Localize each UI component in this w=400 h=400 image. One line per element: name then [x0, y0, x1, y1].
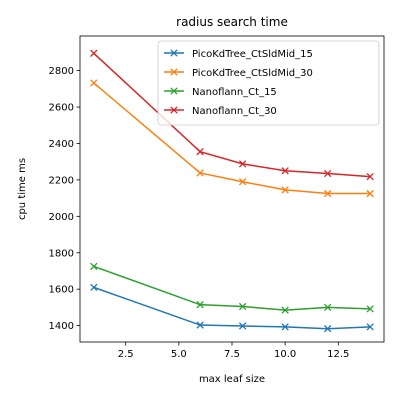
- data-point: [196, 169, 204, 177]
- x-tick-label: 5.0: [171, 349, 187, 360]
- data-point: [196, 301, 204, 309]
- data-point: [238, 322, 247, 330]
- legend-label: PicoKdTree_CtSldMid_30: [192, 68, 313, 79]
- legend-marker: [170, 68, 178, 76]
- marker-stroke: [196, 169, 204, 177]
- y-axis-label: cpu time ms: [17, 158, 28, 220]
- series-line: [93, 286, 371, 330]
- legend-marker: [170, 49, 178, 57]
- marker-stroke: [324, 303, 332, 312]
- marker-stroke: [170, 49, 178, 57]
- data-point: [281, 167, 289, 175]
- legend-entry: PicoKdTree_CtSldMid_30: [164, 68, 313, 79]
- legend-label: Nanoflann_Ct_15: [192, 87, 277, 98]
- axis-ticks: 2.5 5.0 7.5 10.0 12.5 1400 1600 1800 2000 2200 240…: [49, 66, 350, 360]
- y-tick-label: 1800: [49, 248, 74, 259]
- data-point: [238, 178, 247, 186]
- series-line: [93, 52, 371, 178]
- marker-stroke: [238, 322, 247, 330]
- legend: PicoKdTree_CtSldMid_15 PicoKdTree_CtSldMi…: [157, 40, 380, 126]
- marker-stroke: [170, 106, 178, 114]
- marker-stroke: [196, 301, 204, 309]
- data-point: [196, 148, 204, 156]
- marker-stroke: [366, 323, 374, 331]
- legend-marker: [170, 106, 178, 114]
- marker-stroke: [324, 169, 332, 178]
- marker-stroke: [196, 321, 204, 329]
- series-PicoKdTree_CtSldMid_15: [90, 283, 374, 333]
- legend-box: [157, 40, 380, 126]
- data-point: [366, 305, 374, 313]
- data-point: [324, 303, 332, 312]
- x-tick-label: 2.5: [118, 349, 134, 360]
- marker-stroke: [281, 186, 289, 194]
- legend-marker: [170, 87, 178, 95]
- marker-stroke: [170, 68, 178, 76]
- marker-stroke: [324, 325, 332, 333]
- marker-stroke: [324, 189, 332, 198]
- marker-stroke: [196, 148, 204, 156]
- data-point: [324, 325, 332, 333]
- x-tick-label: 7.5: [224, 349, 240, 360]
- data-point: [281, 306, 289, 314]
- y-tick-label: 1400: [49, 321, 74, 332]
- data-point: [281, 186, 289, 194]
- marker-stroke: [281, 323, 289, 331]
- marker-stroke: [366, 172, 374, 181]
- data-point: [324, 189, 332, 198]
- plot-frame: [79, 35, 385, 343]
- legend-label: Nanoflann_Ct_30: [192, 106, 277, 117]
- marker-stroke: [238, 302, 247, 311]
- data-point: [90, 262, 98, 271]
- marker-stroke: [281, 306, 289, 314]
- marker-stroke: [366, 189, 374, 198]
- data-point: [90, 49, 98, 57]
- series-layer: [90, 49, 374, 333]
- data-point: [90, 79, 98, 87]
- data-point: [238, 160, 247, 168]
- data-point: [90, 283, 98, 292]
- marker-stroke: [90, 283, 98, 292]
- marker-stroke: [170, 87, 178, 95]
- data-point: [196, 321, 204, 329]
- legend-entry: PicoKdTree_CtSldMid_15: [164, 49, 313, 60]
- series-line: [93, 265, 371, 311]
- data-point: [238, 302, 247, 311]
- legend-label: PicoKdTree_CtSldMid_15: [192, 49, 313, 60]
- y-tick-label: 2200: [49, 175, 74, 186]
- y-tick-label: 2000: [49, 212, 74, 223]
- data-point: [366, 323, 374, 331]
- series-line: [93, 82, 371, 195]
- series-Nanoflann_Ct_15: [90, 262, 374, 314]
- marker-stroke: [90, 79, 98, 87]
- marker-stroke: [90, 262, 98, 271]
- data-point: [366, 189, 374, 198]
- marker-stroke: [90, 49, 98, 57]
- x-tick-label: 10.0: [274, 349, 296, 360]
- y-tick-label: 2800: [49, 66, 74, 77]
- legend-entry: Nanoflann_Ct_30: [164, 106, 277, 117]
- series-Nanoflann_Ct_30: [90, 49, 374, 181]
- data-point: [324, 169, 332, 178]
- data-point: [366, 172, 374, 181]
- marker-stroke: [366, 305, 374, 313]
- legend-entry: Nanoflann_Ct_15: [164, 87, 277, 98]
- x-tick-label: 12.5: [327, 349, 349, 360]
- y-tick-label: 2600: [49, 103, 74, 114]
- x-axis-label: max leaf size: [199, 374, 265, 385]
- chart-title: radius search time: [176, 15, 288, 29]
- series-PicoKdTree_CtSldMid_30: [90, 79, 374, 198]
- marker-stroke: [238, 178, 247, 186]
- marker-stroke: [238, 160, 247, 168]
- marker-stroke: [281, 167, 289, 175]
- y-tick-label: 2400: [49, 139, 74, 150]
- data-point: [281, 323, 289, 331]
- y-tick-label: 1600: [49, 285, 74, 296]
